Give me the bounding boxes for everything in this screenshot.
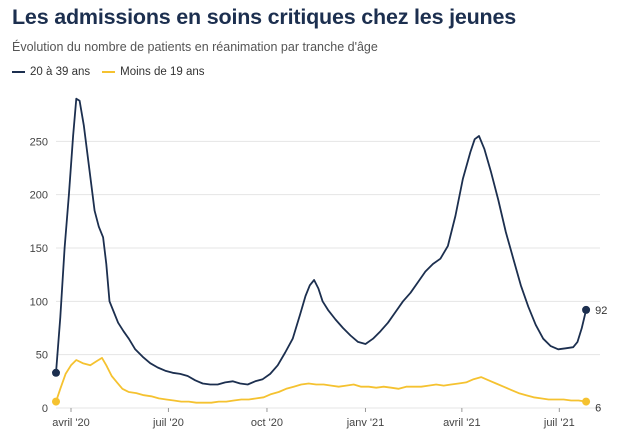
y-axis: 0 50 100 150 200 250 (30, 136, 48, 415)
series-start-point-1 (52, 397, 60, 406)
series-start-point-0 (52, 368, 60, 377)
y-tick-label: 150 (30, 243, 48, 255)
legend-label-20-39: 20 à 39 ans (30, 66, 91, 78)
y-tick-label: 250 (30, 136, 48, 148)
x-tick-label: avril '20 (52, 417, 90, 429)
y-tick-label: 50 (36, 350, 48, 362)
series-line-0 (55, 97, 587, 386)
x-axis: avril '20 juil '20 oct '20 janv '21 avril '2… (52, 408, 575, 429)
x-tick-label: avril '21 (443, 417, 481, 429)
chart-subtitle: Évolution du nombre de patients en réani… (12, 40, 378, 54)
y-tick-label: 100 (30, 296, 48, 308)
series-layer (55, 97, 587, 404)
legend-label-under-19: Moins de 19 ans (120, 66, 205, 78)
series-end-label-0: 92 (595, 305, 607, 317)
legend-item-under-19: Moins de 19 ans (102, 66, 205, 78)
x-tick-label: juil '20 (152, 417, 184, 429)
x-tick-label: janv '21 (346, 417, 385, 429)
series-end-point-1 (582, 397, 591, 406)
chart-legend: 20 à 39 ans Moins de 19 ans (12, 66, 217, 78)
x-tick-label: juil '21 (543, 417, 575, 429)
series-end-label-1: 6 (595, 403, 601, 415)
series-end-point-0 (582, 305, 591, 314)
grid-layer (56, 140, 600, 409)
legend-item-20-39: 20 à 39 ans (12, 66, 90, 78)
legend-swatch-under-19 (102, 71, 116, 73)
chart-title: Les admissions en soins critiques chez l… (12, 5, 517, 29)
y-tick-label: 200 (30, 190, 48, 202)
y-tick-label: 0 (42, 403, 48, 415)
x-tick-label: oct '20 (251, 417, 283, 429)
marker-layer: 92 6 (52, 305, 607, 415)
series-line-1 (55, 357, 587, 404)
legend-swatch-20-39 (12, 71, 25, 73)
